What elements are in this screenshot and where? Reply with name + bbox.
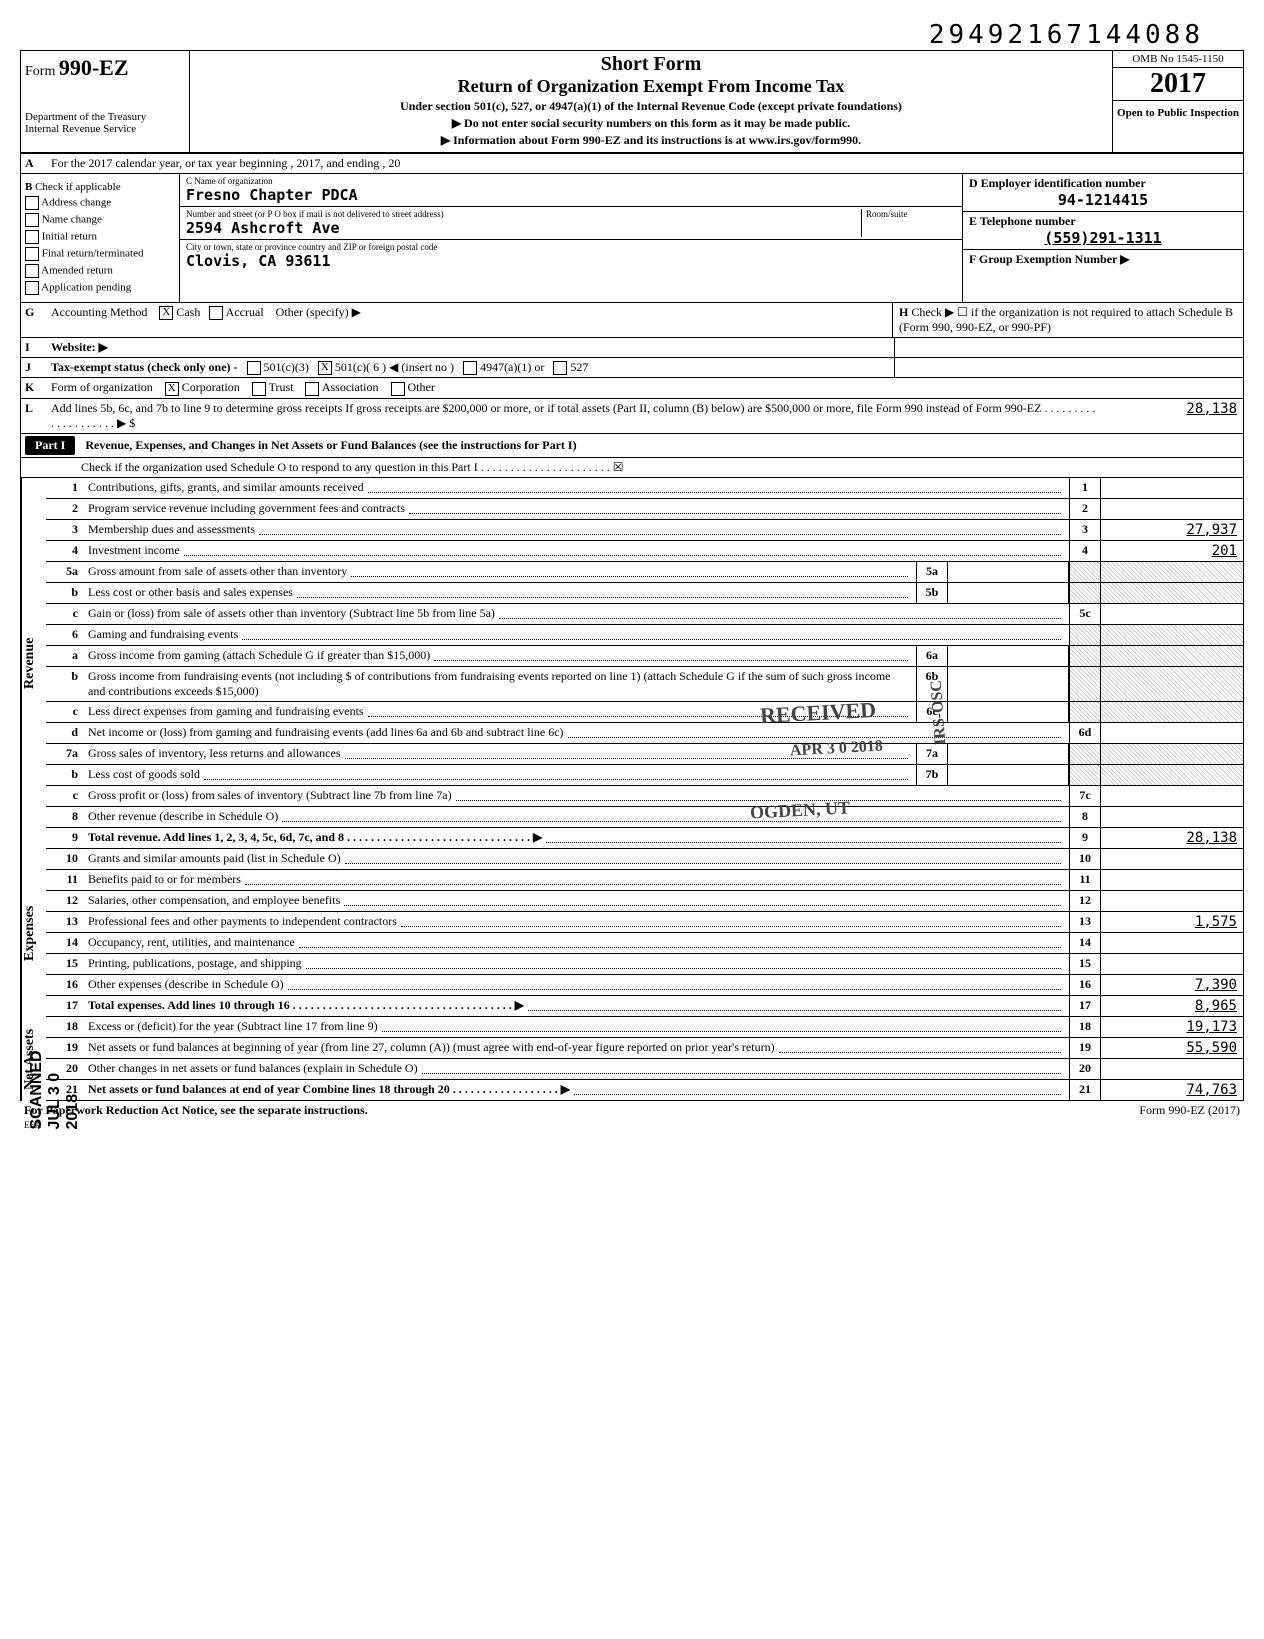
phone-label: E Telephone number	[969, 214, 1237, 229]
dln-number: 29492167144088	[20, 20, 1204, 50]
org-name-label: C Name of organization	[186, 176, 956, 186]
line-8: 8Other revenue (describe in Schedule O)8	[46, 807, 1244, 828]
line-7a: 7aGross sales of inventory, less returns…	[46, 744, 1244, 765]
schedule-b-note: Check ▶ ☐ if the organization is not req…	[899, 305, 1233, 334]
org-name: Fresno Chapter PDCA	[186, 186, 956, 204]
line-19: 19Net assets or fund balances at beginni…	[46, 1038, 1244, 1059]
form-of-org-label: Form of organization	[51, 380, 153, 394]
line-a: A For the 2017 calendar year, or tax yea…	[20, 154, 1244, 174]
org-address: 2594 Ashcroft Ave	[186, 219, 861, 237]
form-header: Form 990-EZ Department of the Treasury I…	[20, 50, 1244, 154]
part-1-check: Check if the organization used Schedule …	[20, 458, 1244, 478]
line-j: J Tax-exempt status (check only one) - 5…	[20, 358, 1244, 378]
subtitle-1: Under section 501(c), 527, or 4947(a)(1)…	[198, 99, 1104, 114]
line-l: L Add lines 5b, 6c, and 7b to line 9 to …	[20, 399, 1244, 434]
line-12: 12Salaries, other compensation, and empl…	[46, 891, 1244, 912]
tax-year: 2017	[1113, 68, 1243, 101]
checkbox-name-change[interactable]	[25, 213, 39, 227]
subtitle-2: ▶ Do not enter social security numbers o…	[198, 116, 1104, 131]
line-5c: cGain or (loss) from sale of assets othe…	[46, 604, 1244, 625]
line-7b: bLess cost of goods sold7b	[46, 765, 1244, 786]
website-label: Website: ▶	[51, 340, 108, 354]
line-20: 20Other changes in net assets or fund ba…	[46, 1059, 1244, 1080]
line-6b: bGross income from fundraising events (n…	[46, 667, 1244, 702]
checkbox-trust[interactable]	[252, 382, 266, 396]
form-footer-id: Form 990-EZ (2017)	[1139, 1103, 1240, 1118]
line-18: 18Excess or (deficit) for the year (Subt…	[46, 1017, 1244, 1038]
subtitle-3: ▶ Information about Form 990-EZ and its …	[198, 133, 1104, 148]
line-1: 1Contributions, gifts, grants, and simil…	[46, 478, 1244, 499]
line-5a: 5aGross amount from sale of assets other…	[46, 562, 1244, 583]
part-1-label: Part I	[25, 436, 75, 455]
line-g-h: G Accounting Method X Cash Accrual Other…	[20, 303, 1244, 338]
part-1-header: Part I Revenue, Expenses, and Changes in…	[20, 434, 1244, 458]
section-b: B Check if applicable Address change Nam…	[20, 174, 1244, 303]
title-short-form: Short Form	[198, 53, 1104, 76]
line-15: 15Printing, publications, postage, and s…	[46, 954, 1244, 975]
checkbox-other-org[interactable]	[391, 382, 405, 396]
checkbox-final-return[interactable]	[25, 247, 39, 261]
scanned-stamp: SCANNED JUL 3 0 2018	[28, 1040, 82, 1130]
checkbox-accrual[interactable]	[209, 306, 223, 320]
accounting-method-label: Accounting Method	[51, 305, 147, 319]
line-6a: aGross income from gaming (attach Schedu…	[46, 646, 1244, 667]
line-17: 17Total expenses. Add lines 10 through 1…	[46, 996, 1244, 1017]
phone-value: (559)291-1311	[969, 229, 1237, 247]
org-city: Clovis, CA 93611	[186, 252, 956, 270]
room-label: Room/suite	[866, 209, 956, 219]
group-exemption-label: F Group Exemption Number ▶	[969, 252, 1237, 267]
line-6: 6Gaming and fundraising events	[46, 625, 1244, 646]
checkbox-association[interactable]	[305, 382, 319, 396]
line-6c: cLess direct expenses from gaming and fu…	[46, 702, 1244, 723]
checkbox-corporation[interactable]: X	[165, 382, 179, 396]
form-number: Form 990-EZ	[25, 55, 185, 81]
revenue-vert-label: Revenue	[21, 478, 46, 849]
open-inspection: Open to Public Inspection	[1113, 101, 1243, 125]
line-7c: cGross profit or (loss) from sales of in…	[46, 786, 1244, 807]
line-21: 21Net assets or fund balances at end of …	[46, 1080, 1244, 1101]
checkbox-501c3[interactable]	[247, 361, 261, 375]
line-i: I Website: ▶	[20, 338, 1244, 358]
checkbox-cash[interactable]: X	[159, 306, 173, 320]
line-11: 11Benefits paid to or for members11	[46, 870, 1244, 891]
checkbox-app-pending[interactable]	[25, 281, 39, 295]
treasury-label: Department of the Treasury	[25, 111, 185, 123]
line-k: K Form of organization X Corporation Tru…	[20, 378, 1244, 398]
irs-label: Internal Revenue Service	[25, 123, 185, 135]
line-4: 4Investment income4201	[46, 541, 1244, 562]
line-13: 13Professional fees and other payments t…	[46, 912, 1244, 933]
line-3: 3Membership dues and assessments327,937	[46, 520, 1244, 541]
omb-number: OMB No 1545-1150	[1113, 51, 1243, 68]
tax-exempt-label: Tax-exempt status (check only one) -	[51, 360, 238, 374]
title-return: Return of Organization Exempt From Incom…	[198, 76, 1104, 97]
line-2: 2Program service revenue including gover…	[46, 499, 1244, 520]
checkbox-address-change[interactable]	[25, 196, 39, 210]
line-10: 10Grants and similar amounts paid (list …	[46, 849, 1244, 870]
checkbox-4947[interactable]	[463, 361, 477, 375]
line-16: 16Other expenses (describe in Schedule O…	[46, 975, 1244, 996]
line-14: 14Occupancy, rent, utilities, and mainte…	[46, 933, 1244, 954]
footer: For Paperwork Reduction Act Notice, see …	[20, 1101, 1244, 1120]
ein-label: D Employer identification number	[969, 176, 1237, 191]
city-label: City or town, state or province country …	[186, 242, 956, 252]
part-1-title: Revenue, Expenses, and Changes in Net As…	[85, 438, 576, 453]
checkbox-527[interactable]	[553, 361, 567, 375]
expenses-vert-label: Expenses	[21, 849, 46, 1017]
gross-receipts: 28,138	[1103, 399, 1243, 433]
addr-label: Number and street (or P O box if mail is…	[186, 209, 861, 219]
checkbox-501c[interactable]: X	[318, 361, 332, 375]
line-6d: dNet income or (loss) from gaming and fu…	[46, 723, 1244, 744]
check-if-applicable: Check if applicable	[35, 181, 121, 193]
ein-value: 94-1214415	[969, 191, 1237, 209]
eea-label: EEA	[20, 1120, 1244, 1130]
checkbox-initial-return[interactable]	[25, 230, 39, 244]
line-9: 9Total revenue. Add lines 1, 2, 3, 4, 5c…	[46, 828, 1244, 849]
checkbox-amended[interactable]	[25, 264, 39, 278]
line-5b: bLess cost or other basis and sales expe…	[46, 583, 1244, 604]
